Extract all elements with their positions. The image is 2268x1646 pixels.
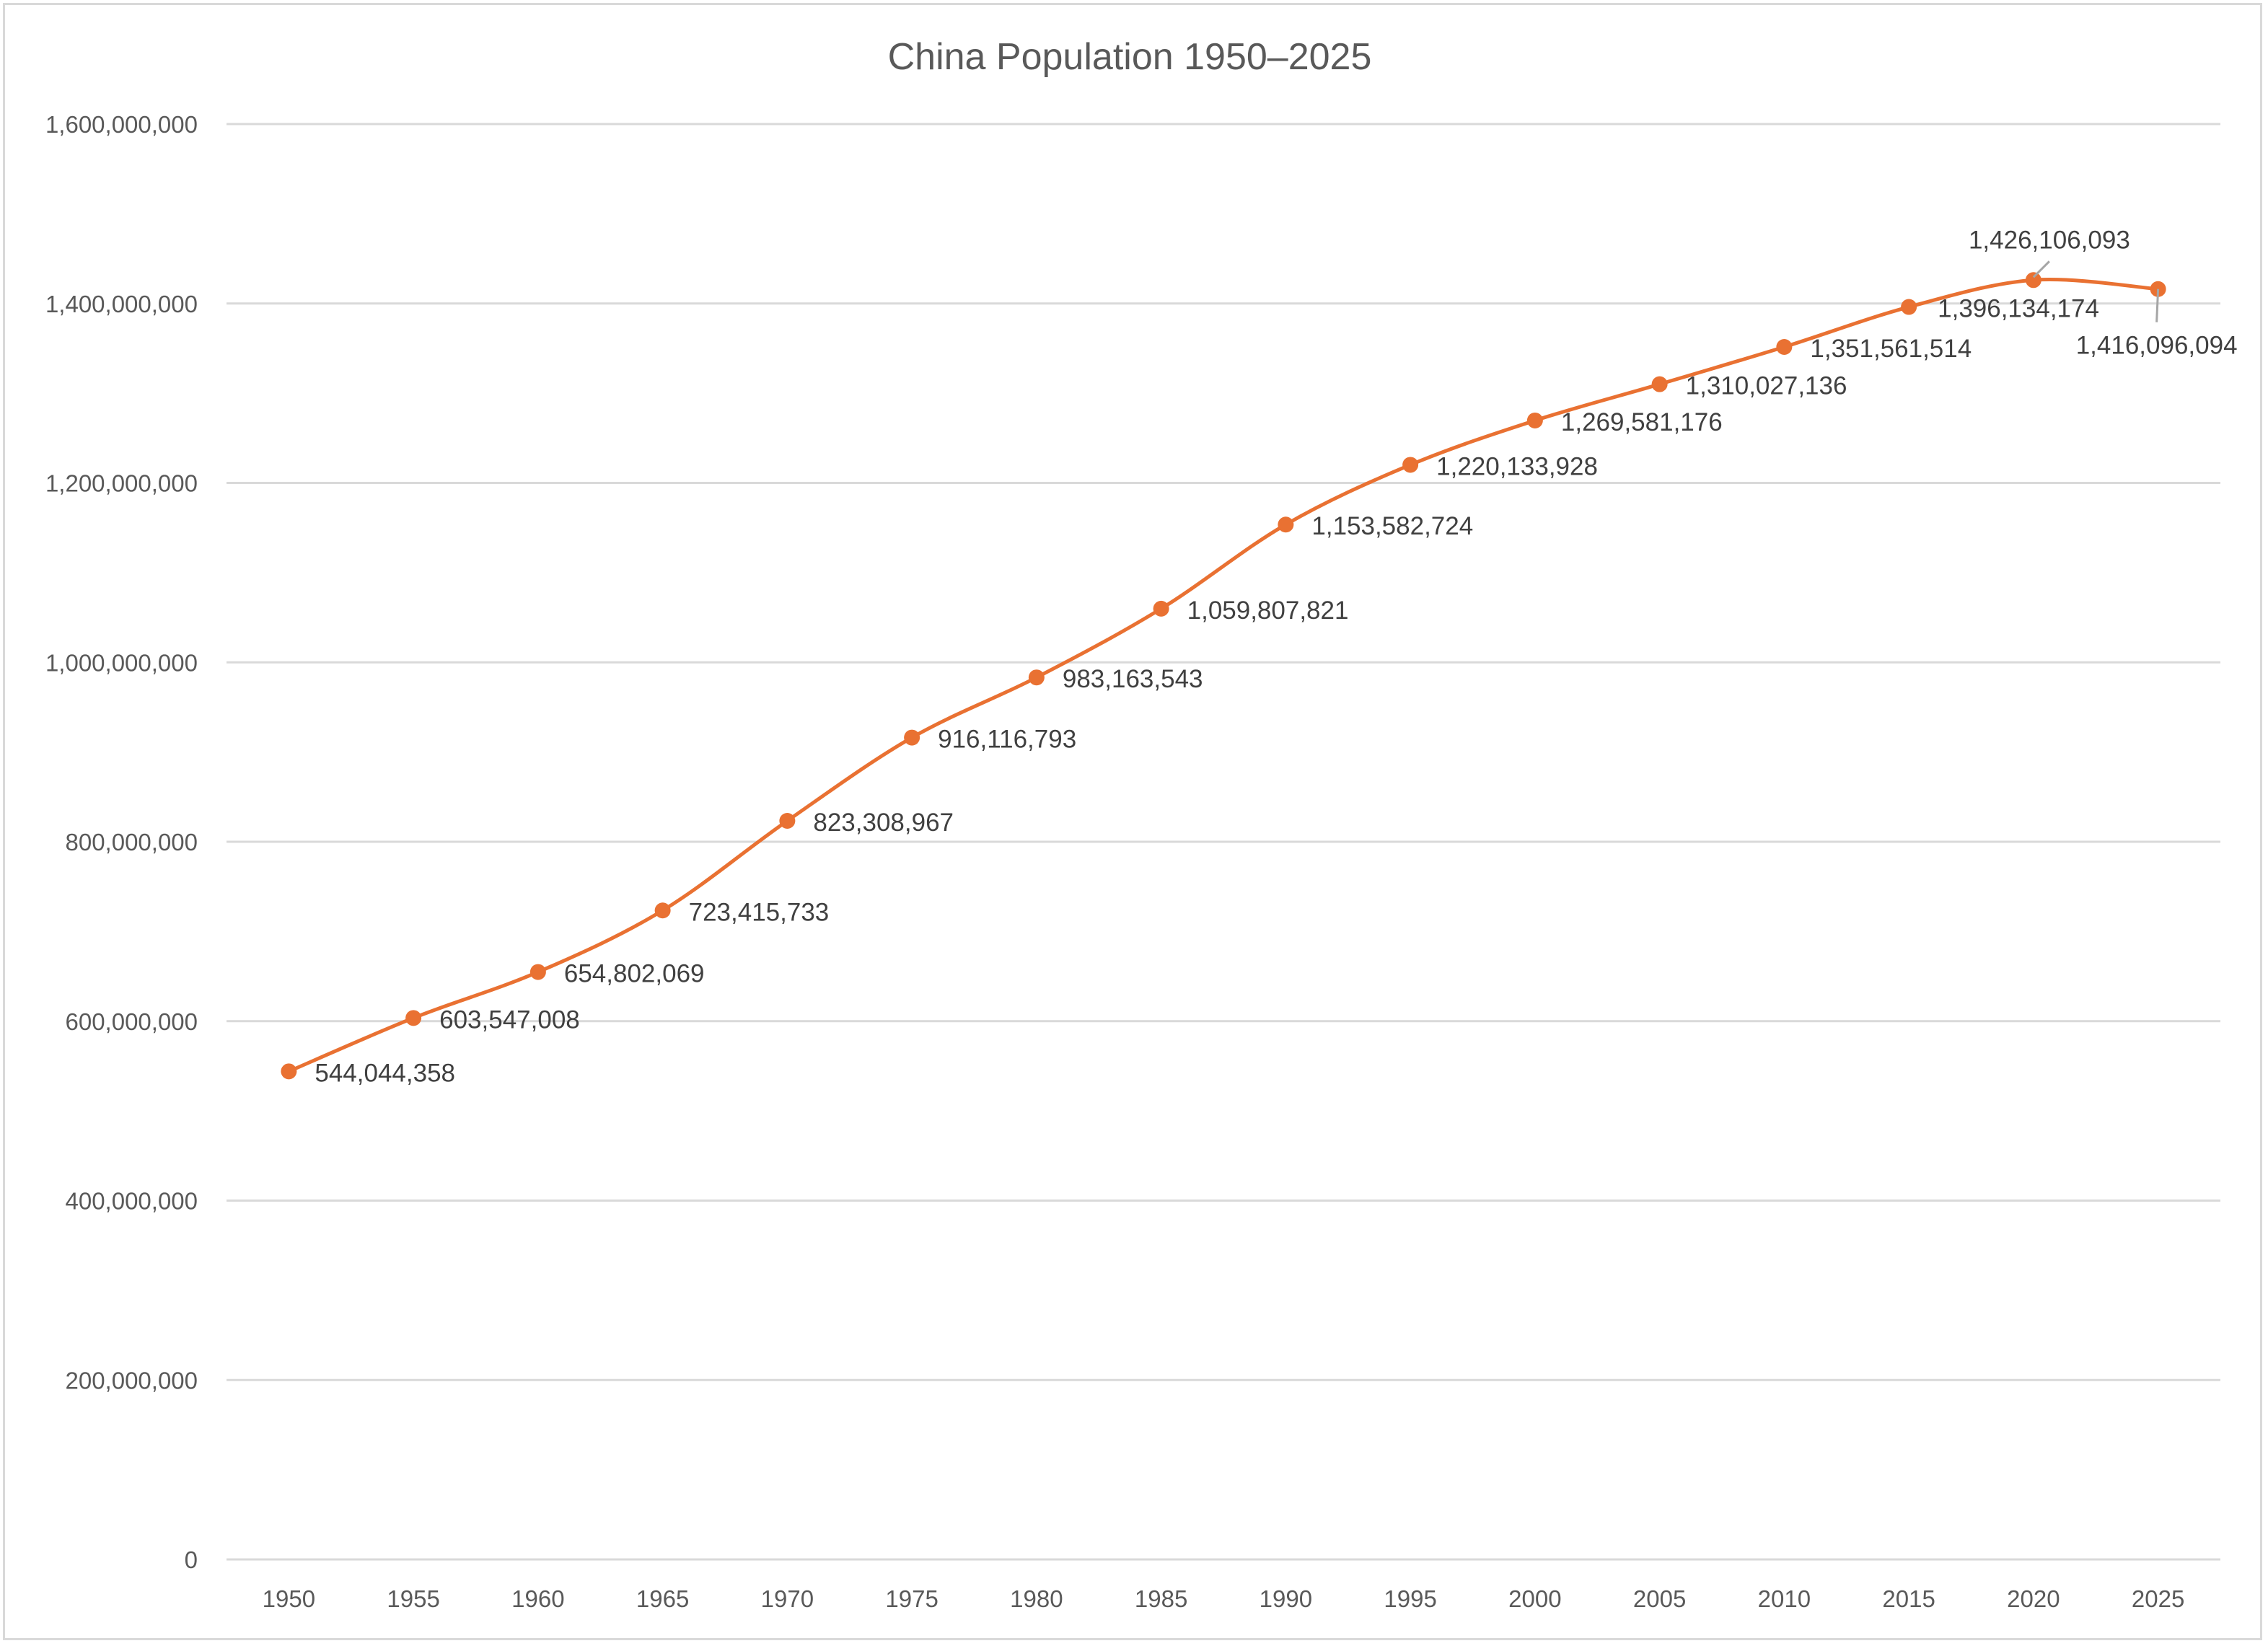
data-label: 603,547,008 bbox=[439, 1005, 580, 1034]
x-tick-label: 1980 bbox=[1010, 1585, 1063, 1612]
y-tick-label: 1,400,000,000 bbox=[45, 291, 198, 317]
y-tick-label: 1,200,000,000 bbox=[45, 470, 198, 497]
data-point-marker bbox=[529, 964, 546, 980]
x-tick-label: 2015 bbox=[1882, 1585, 1935, 1612]
data-label: 544,044,358 bbox=[315, 1059, 455, 1087]
data-label: 823,308,967 bbox=[813, 809, 954, 837]
x-tick-label: 1975 bbox=[885, 1585, 938, 1612]
data-point-marker bbox=[654, 902, 671, 919]
y-tick-label: 0 bbox=[185, 1546, 198, 1573]
x-tick-label: 1950 bbox=[263, 1585, 315, 1612]
series-line bbox=[288, 278, 2158, 1073]
chart-area bbox=[3, 3, 2262, 1640]
data-point-marker bbox=[1651, 376, 1668, 392]
data-point-marker bbox=[779, 813, 796, 829]
y-tick-label: 1,000,000,000 bbox=[45, 649, 198, 676]
x-tick-label: 2000 bbox=[1508, 1585, 1561, 1612]
y-tick-label: 1,600,000,000 bbox=[45, 111, 198, 138]
x-tick-label: 1965 bbox=[636, 1585, 689, 1612]
data-point-marker bbox=[1278, 516, 1294, 533]
data-label: 654,802,069 bbox=[564, 960, 705, 988]
x-tick-label: 2005 bbox=[1633, 1585, 1686, 1612]
data-label: 983,163,543 bbox=[1063, 665, 1203, 693]
data-point-marker bbox=[1402, 457, 1419, 473]
x-tick-label: 1970 bbox=[761, 1585, 814, 1612]
label-leader-line bbox=[2032, 260, 2050, 278]
data-label: 916,116,793 bbox=[938, 726, 1076, 754]
data-label: 1,153,582,724 bbox=[1311, 512, 1473, 540]
y-tick-label: 600,000,000 bbox=[65, 1008, 198, 1035]
x-tick-label: 1985 bbox=[1135, 1585, 1187, 1612]
label-leader-line bbox=[2155, 289, 2160, 322]
data-label: 1,310,027,136 bbox=[1686, 372, 1847, 400]
data-label: 1,351,561,514 bbox=[1810, 335, 1972, 363]
data-point-marker bbox=[1776, 338, 1793, 355]
x-tick-label: 2020 bbox=[2007, 1585, 2060, 1612]
data-point-marker bbox=[1901, 299, 1917, 315]
data-label: 1,269,581,176 bbox=[1561, 408, 1723, 436]
data-point-marker bbox=[904, 729, 920, 746]
x-tick-label: 2025 bbox=[2132, 1585, 2184, 1612]
data-label: 723,415,733 bbox=[689, 898, 830, 926]
x-tick-label: 1960 bbox=[511, 1585, 564, 1612]
data-point-marker bbox=[405, 1010, 422, 1026]
y-tick-label: 200,000,000 bbox=[65, 1367, 198, 1394]
data-point-marker bbox=[281, 1063, 297, 1080]
y-tick-label: 800,000,000 bbox=[65, 829, 198, 855]
data-label: 1,426,106,093 bbox=[1969, 226, 2130, 254]
data-point-marker bbox=[1153, 600, 1169, 617]
data-label: 1,416,096,094 bbox=[2076, 332, 2238, 360]
x-tick-label: 1955 bbox=[387, 1585, 439, 1612]
x-tick-label: 1990 bbox=[1260, 1585, 1312, 1612]
y-tick-label: 400,000,000 bbox=[65, 1188, 198, 1215]
chart-title: China Population 1950–2025 bbox=[888, 36, 1372, 78]
data-point-marker bbox=[1028, 669, 1045, 686]
data-label: 1,220,133,928 bbox=[1436, 452, 1598, 480]
x-tick-label: 2010 bbox=[1758, 1585, 1811, 1612]
data-label: 1,059,807,821 bbox=[1187, 597, 1349, 625]
data-point-marker bbox=[1526, 412, 1543, 428]
data-point-marker bbox=[2025, 272, 2041, 289]
x-tick-label: 1995 bbox=[1384, 1585, 1436, 1612]
data-label: 1,396,134,174 bbox=[1938, 295, 2099, 323]
